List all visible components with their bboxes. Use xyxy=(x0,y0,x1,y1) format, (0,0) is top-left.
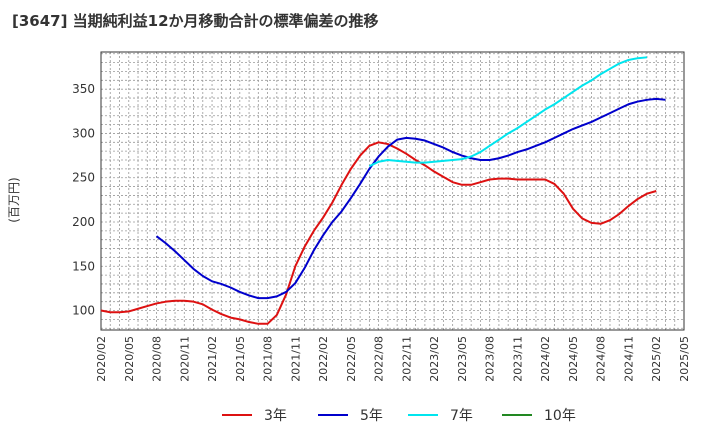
x-tick-label: 2023/02 xyxy=(428,336,441,382)
x-tick-label: 2021/08 xyxy=(262,336,275,382)
series-line-7年 xyxy=(368,56,648,168)
plot-area xyxy=(101,52,684,330)
chart-title: [3647] 当期純利益12か月移動合計の標準偏差の推移 xyxy=(12,12,379,30)
y-tick-label: 350 xyxy=(72,82,95,96)
x-tick-label: 2024/08 xyxy=(595,336,608,382)
x-tick-label: 2024/11 xyxy=(622,336,635,382)
legend-label-7年: 7年 xyxy=(450,408,473,424)
x-tick-label: 2023/05 xyxy=(456,336,469,382)
legend-label-10年: 10年 xyxy=(544,408,576,424)
x-tick-label: 2023/08 xyxy=(484,336,497,382)
x-tick-label: 2025/02 xyxy=(650,336,663,382)
x-tick-label: 2024/05 xyxy=(567,336,580,382)
x-tick-label: 2020/11 xyxy=(178,336,191,382)
legend-label-5年: 5年 xyxy=(360,408,383,424)
x-tick-label: 2022/05 xyxy=(345,336,358,382)
y-tick-label: 100 xyxy=(72,304,95,318)
y-tick-label: 150 xyxy=(72,259,95,273)
x-tick-label: 2022/11 xyxy=(400,336,413,382)
x-tick-label: 2022/02 xyxy=(317,336,330,382)
x-tick-label: 2021/02 xyxy=(206,336,219,382)
x-tick-label: 2022/08 xyxy=(373,336,386,382)
x-tick-label: 2021/05 xyxy=(234,336,247,382)
x-tick-label: 2020/02 xyxy=(95,336,108,382)
legend-label-3年: 3年 xyxy=(264,408,287,424)
y-tick-label: 300 xyxy=(72,126,95,140)
x-tick-label: 2021/11 xyxy=(289,336,302,382)
x-tick-label: 2020/08 xyxy=(151,336,164,382)
plot-border xyxy=(100,51,685,331)
x-tick-label: 2024/02 xyxy=(539,336,552,382)
y-tick-label: 250 xyxy=(72,171,95,185)
x-tick-label: 2020/05 xyxy=(123,336,136,382)
x-tick-label: 2025/05 xyxy=(678,336,691,382)
y-axis-label: (百万円) xyxy=(7,177,21,222)
series-line-5年 xyxy=(155,97,666,300)
y-tick-label: 200 xyxy=(72,215,95,229)
x-tick-label: 2023/11 xyxy=(511,336,524,382)
series-line-3年 xyxy=(100,141,657,325)
